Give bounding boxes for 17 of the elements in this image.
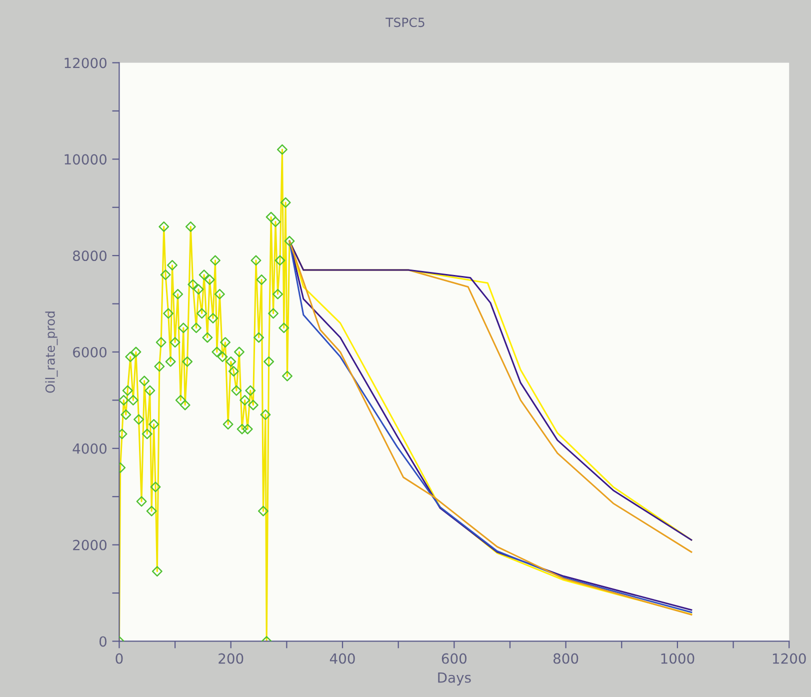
x-tick-label: 400 [330, 653, 355, 664]
y-tick-label: 8000 [73, 250, 106, 262]
y-tick-label: 2000 [73, 540, 106, 550]
x-tick-label: 200 [218, 653, 244, 664]
x-tick-label: 800 [553, 653, 578, 664]
y-tick-label: 10000 [64, 154, 106, 165]
y-tick-label: 12000 [64, 58, 106, 68]
x-axis-title: Days [438, 672, 471, 686]
y-axis-title: Oil_rate_prod [45, 312, 58, 393]
chart-title: TSPC5 [386, 18, 424, 28]
y-tick-label: 6000 [73, 346, 106, 358]
y-tick-label: 0 [99, 636, 106, 647]
x-tick-label: 1200 [772, 653, 806, 664]
x-tick-label: 1000 [661, 653, 694, 664]
y-tick-label: 4000 [72, 443, 106, 454]
x-tick-label: 0 [116, 653, 123, 664]
x-tick-label: 600 [442, 653, 466, 664]
